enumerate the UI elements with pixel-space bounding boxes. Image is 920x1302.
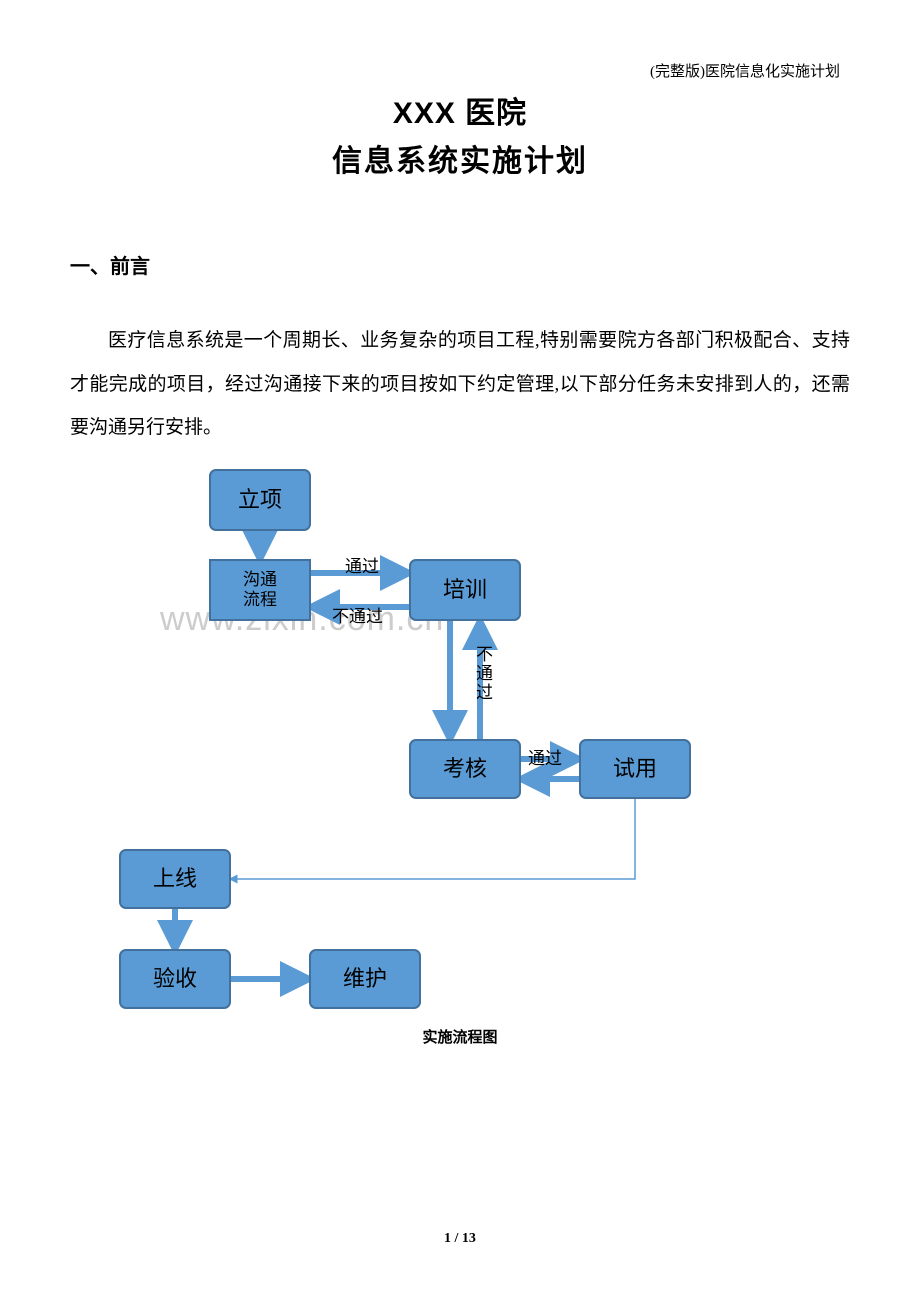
flow-edge-label-3: 通过 [528,744,562,769]
flow-edge-label-1: 不通过 [332,602,383,627]
title-line-1: XXX 医院 [0,88,920,132]
header-note: (完整版)医院信息化实施计划 [650,60,840,81]
flowchart: www.zixin.com.cn 立项沟通 流程培训考核试用上线验收维护通过不通… [70,460,850,1020]
flow-node-lixiang: 立项 [210,470,310,530]
flow-edge-label-0: 通过 [345,552,379,577]
flow-node-weihu: 维护 [310,950,420,1008]
flow-node-kaohe: 考核 [410,740,520,798]
flow-node-yanshou: 验收 [120,950,230,1008]
flowchart-caption: 实施流程图 [0,1026,920,1047]
flow-node-shiyong: 试用 [580,740,690,798]
section-heading: 一、前言 [70,250,920,279]
title-line-2: 信息系统实施计划 [0,136,920,180]
flow-node-shangxian: 上线 [120,850,230,908]
page-footer: 1 / 13 [0,1231,920,1247]
body-paragraph: 医疗信息系统是一个周期长、业务复杂的项目工程,特别需要院方各部门积极配合、支持才… [70,319,850,450]
flow-node-peixun: 培训 [410,560,520,620]
title-block: XXX 医院 信息系统实施计划 [0,0,920,180]
flow-node-goutong: 沟通 流程 [210,560,310,620]
flow-edge-label-2: 不通过 [470,645,495,702]
